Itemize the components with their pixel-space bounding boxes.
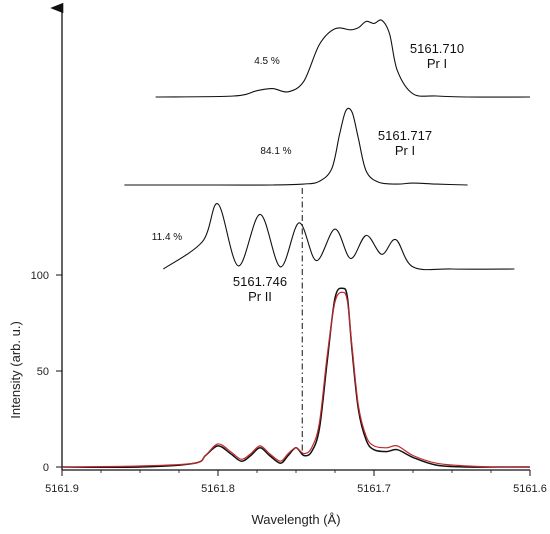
component-label: Pr I xyxy=(395,143,415,158)
component-fraction-label: 84.1 % xyxy=(260,146,291,157)
component-fraction-label: 4.5 % xyxy=(254,56,280,67)
component-trace xyxy=(155,19,531,98)
component-label: Pr I xyxy=(427,56,447,71)
x-tick-label: 5161.7 xyxy=(357,483,391,495)
x-tick-label: 5161.8 xyxy=(201,483,235,495)
component-label: 5161.717 xyxy=(378,128,432,143)
y-tick-label: 100 xyxy=(31,270,49,282)
component-label: 5161.746 xyxy=(233,274,287,289)
measured-spectrum-line xyxy=(61,287,530,469)
component-label: 5161.710 xyxy=(410,41,464,56)
component-label: Pr II xyxy=(248,289,272,304)
x-axis-title: Wavelength (Å) xyxy=(251,512,340,527)
y-tick-label: 0 xyxy=(43,462,49,474)
component-trace xyxy=(163,203,515,271)
component-fraction-label: 11.4 % xyxy=(152,232,182,243)
component-trace xyxy=(124,107,468,186)
y-tick-label: 50 xyxy=(37,366,49,378)
x-tick-label: 5161.9 xyxy=(45,483,79,495)
y-ticks: 0 50 100 xyxy=(31,270,62,474)
component-traces xyxy=(124,19,531,271)
x-ticks: 5161.9 5161.8 5161.7 5161.6 xyxy=(45,470,547,495)
main-traces xyxy=(61,287,531,469)
y-axis-title: Intensity (arb. u.) xyxy=(8,321,23,419)
fit-spectrum-line xyxy=(61,291,531,468)
x-tick-label: 5161.6 xyxy=(513,483,547,495)
